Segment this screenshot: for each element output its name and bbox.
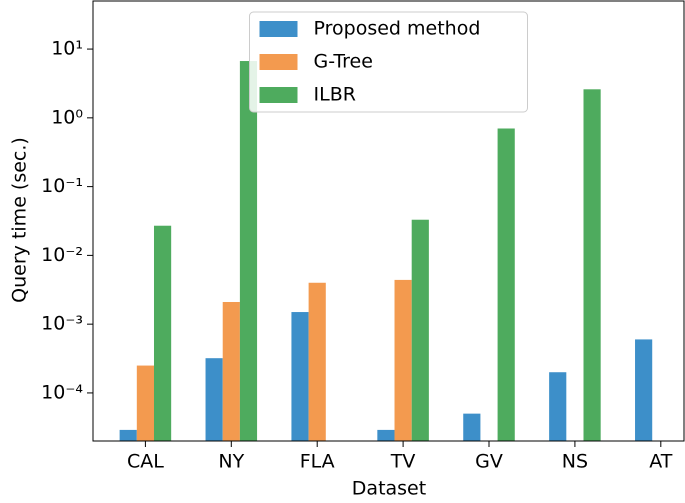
- bar: [411, 219, 429, 441]
- x-tick-label: CAL: [127, 451, 164, 473]
- bar: [222, 301, 240, 441]
- bar: [377, 429, 395, 441]
- plot-frame: [92, 0, 685, 442]
- legend-swatch: [259, 87, 298, 103]
- y-tick-label: 10⁻¹: [41, 175, 83, 197]
- bar: [497, 128, 515, 441]
- y-tick-label: 10¹: [51, 38, 83, 60]
- y-tick-label: 10⁰: [51, 106, 83, 128]
- bar: [308, 282, 326, 441]
- legend-label: ILBR: [314, 84, 356, 106]
- legend-swatch: [259, 21, 298, 37]
- y-tick-label: 10⁻²: [41, 244, 83, 266]
- bar: [291, 312, 309, 441]
- bar: [205, 358, 223, 441]
- x-tick-label: AT: [649, 451, 673, 473]
- bar: [463, 413, 481, 441]
- y-axis-label: Query time (sec.): [9, 137, 31, 303]
- legend-label: Proposed method: [314, 18, 481, 40]
- x-tick-label: NS: [562, 451, 588, 473]
- legend-swatch: [259, 54, 298, 70]
- y-tick-label: 10⁻⁴: [41, 381, 83, 403]
- legend-label: G-Tree: [314, 51, 373, 73]
- bar: [583, 89, 601, 441]
- bar: [394, 279, 412, 441]
- bar: [549, 372, 567, 441]
- x-tick-label: GV: [475, 451, 503, 473]
- bar: [635, 339, 653, 441]
- x-tick-label: FLA: [300, 451, 335, 473]
- x-tick-label: TV: [390, 451, 416, 473]
- bar: [153, 225, 172, 441]
- bar: [239, 61, 258, 441]
- bar: [119, 429, 137, 441]
- x-tick-label: NY: [218, 451, 244, 473]
- bar: [136, 365, 154, 441]
- x-axis-label: Dataset: [352, 478, 426, 500]
- y-tick-label: 10⁻³: [41, 313, 83, 335]
- legend-box: [249, 11, 528, 113]
